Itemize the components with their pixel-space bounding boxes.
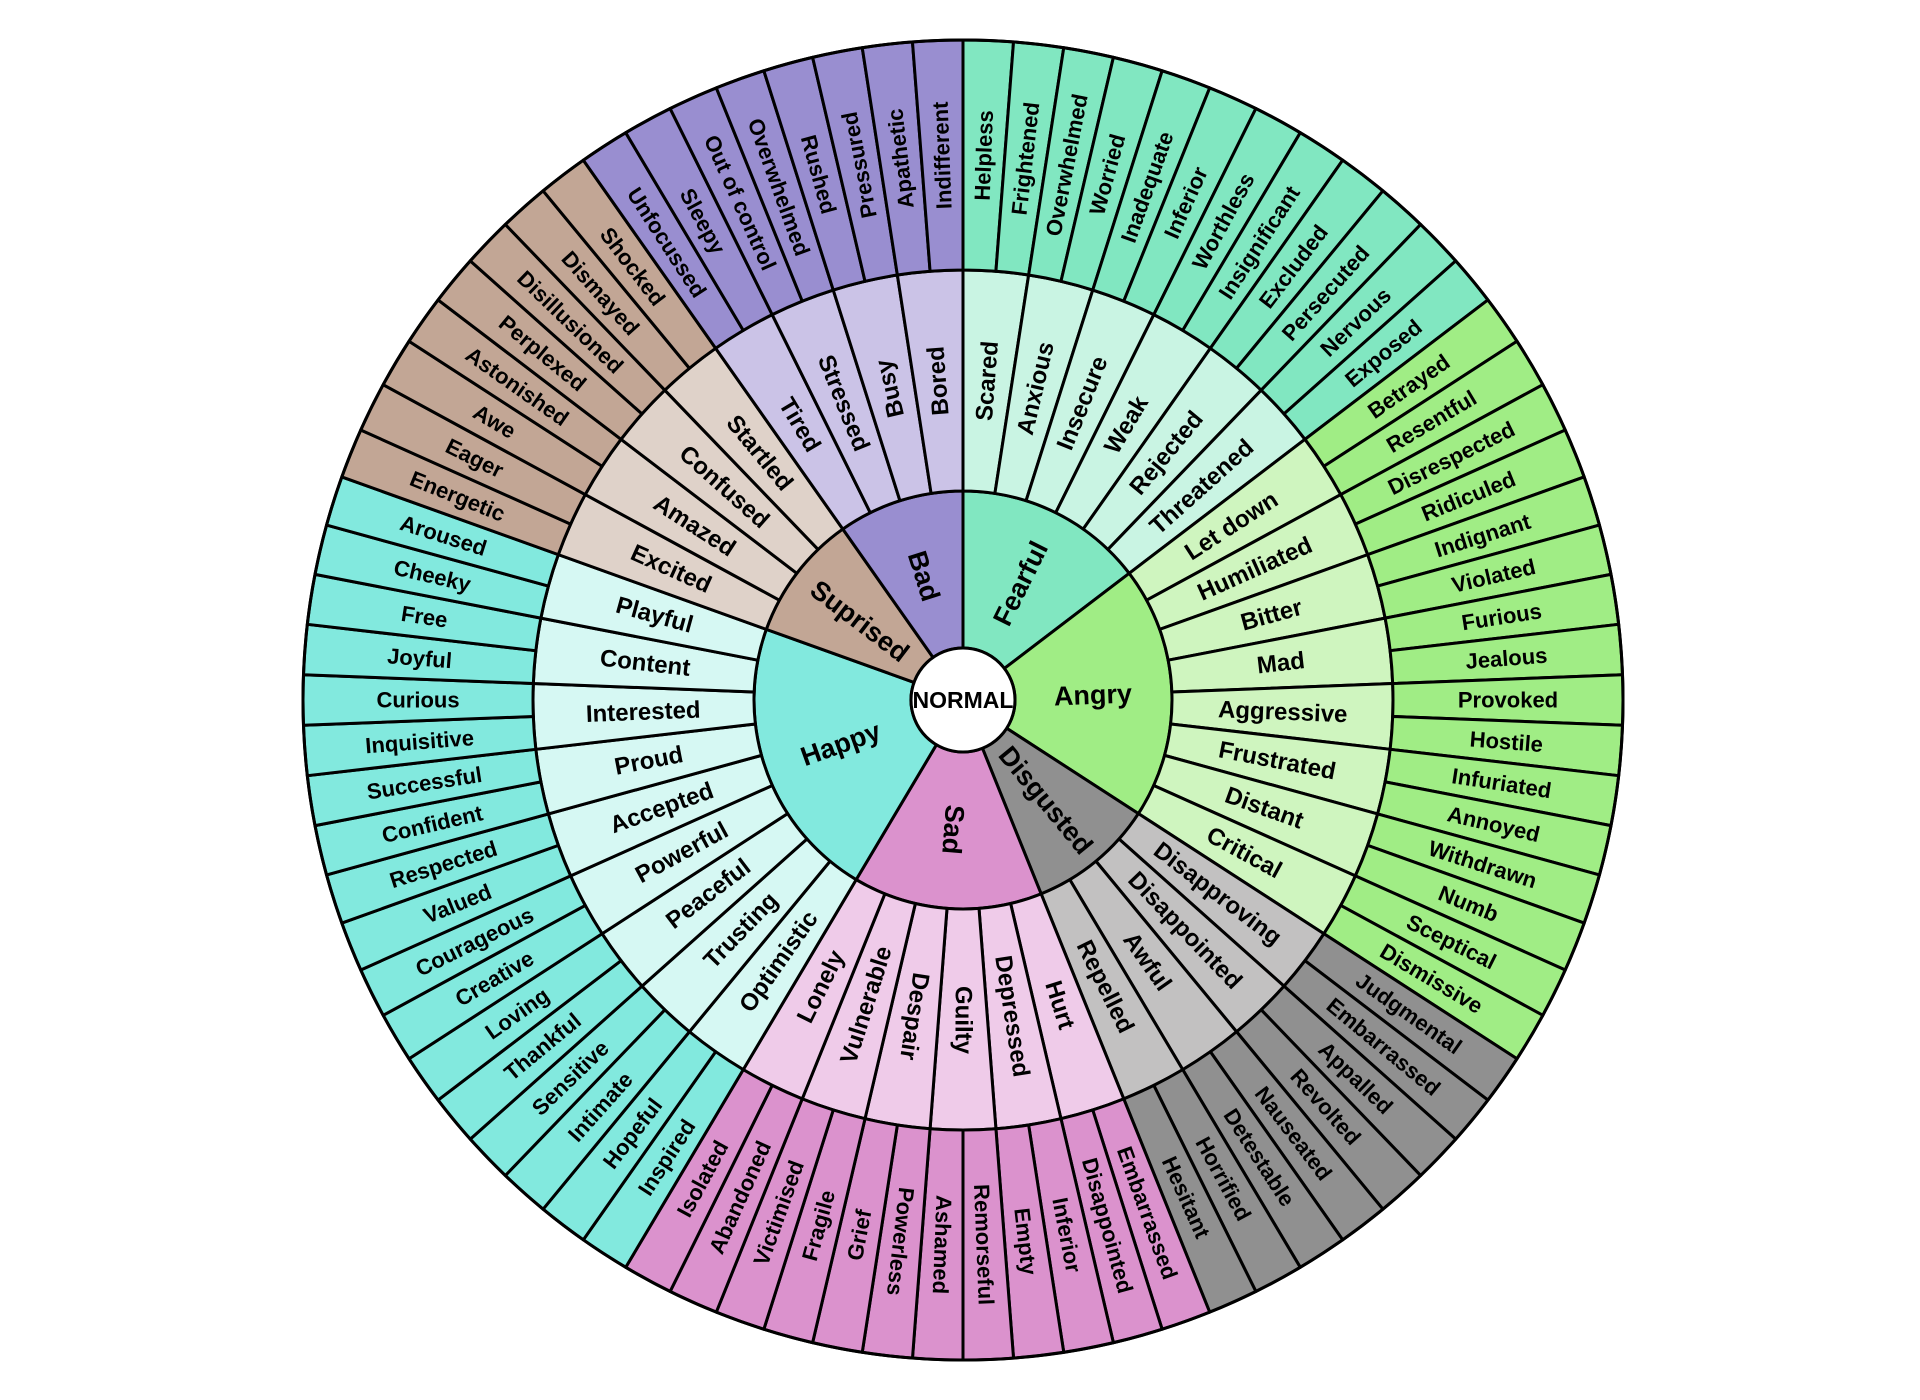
cell-label-aggressive: Aggressive	[1218, 696, 1348, 728]
cell-label-hostile: Hostile	[1469, 726, 1544, 757]
sector-label-sad: Sad	[936, 804, 970, 856]
cell-label-indifferent: Indifferent	[928, 101, 957, 210]
cell-label-mad: Mad	[1255, 647, 1306, 679]
cell-label-provoked: Provoked	[1458, 688, 1558, 713]
cell-label-interested: Interested	[585, 697, 701, 728]
cell-label-guilty: Guilty	[950, 986, 977, 1055]
cell-label-bored: Bored	[922, 345, 954, 416]
center-label: NORMAL	[913, 687, 1014, 713]
center-circle	[909, 646, 1017, 754]
sector-label-angry: Angry	[1053, 679, 1132, 712]
cell-label-remorseful: Remorseful	[969, 1184, 999, 1306]
cell-label-ashamed: Ashamed	[928, 1195, 957, 1295]
outer-rim-circle	[301, 38, 1625, 1362]
cell-label-joyful: Joyful	[386, 643, 453, 673]
cell-label-curious: Curious	[376, 688, 459, 713]
cell-label-scared: Scared	[971, 340, 1004, 422]
cell-label-helpless: Helpless	[970, 110, 998, 201]
